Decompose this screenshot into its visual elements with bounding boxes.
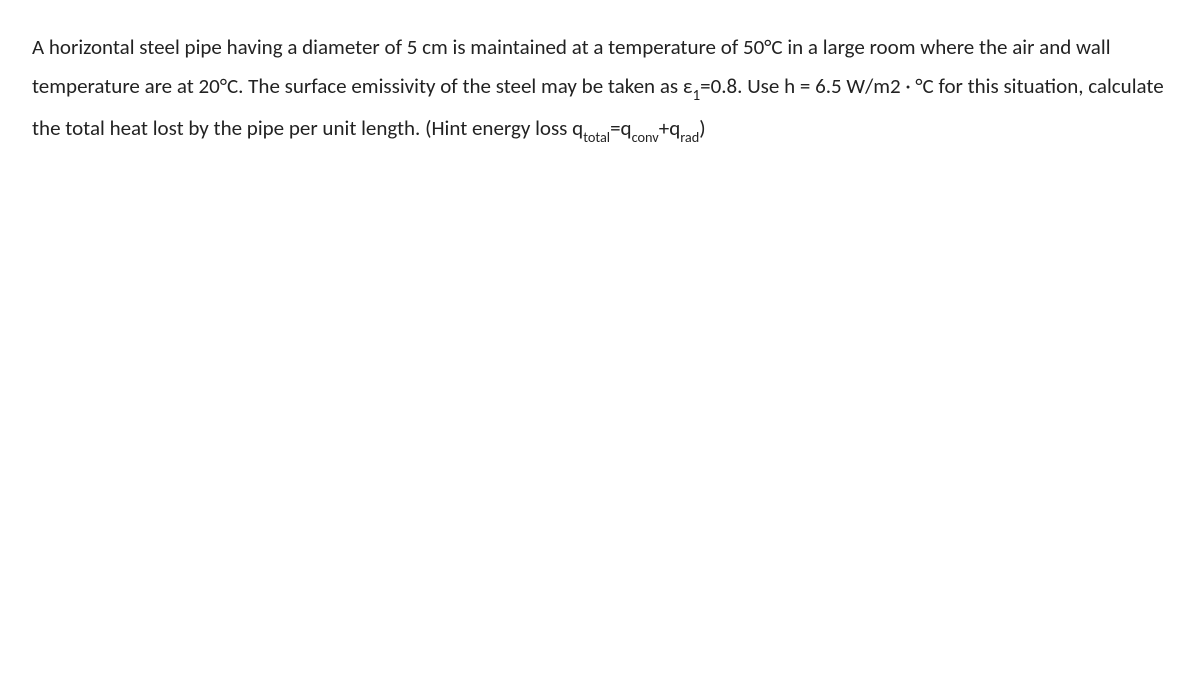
q-conv-var: q xyxy=(621,115,632,141)
text-segment: =0.8. Use h = 6.5 W/m2 · xyxy=(700,73,915,99)
plus-sign: + xyxy=(659,115,669,141)
text-segment: A horizontal steel pipe having a diamete… xyxy=(32,34,764,60)
equals-sign: = xyxy=(610,115,620,141)
q-total-var: q xyxy=(572,115,583,141)
q-conv-sub: conv xyxy=(632,128,659,146)
q-rad-var: q xyxy=(669,115,680,141)
q-total-sub: total xyxy=(583,128,610,146)
text-segment: C. The surface emissivity of the steel m… xyxy=(227,73,683,99)
epsilon-symbol: ε xyxy=(683,73,693,99)
problem-statement: A horizontal steel pipe having a diamete… xyxy=(32,28,1168,149)
degree-symbol: ° xyxy=(220,73,227,99)
epsilon-subscript: 1 xyxy=(692,87,700,105)
degree-symbol: ° xyxy=(915,73,922,99)
close-paren: ) xyxy=(699,115,705,141)
q-rad-sub: rad xyxy=(680,128,699,146)
